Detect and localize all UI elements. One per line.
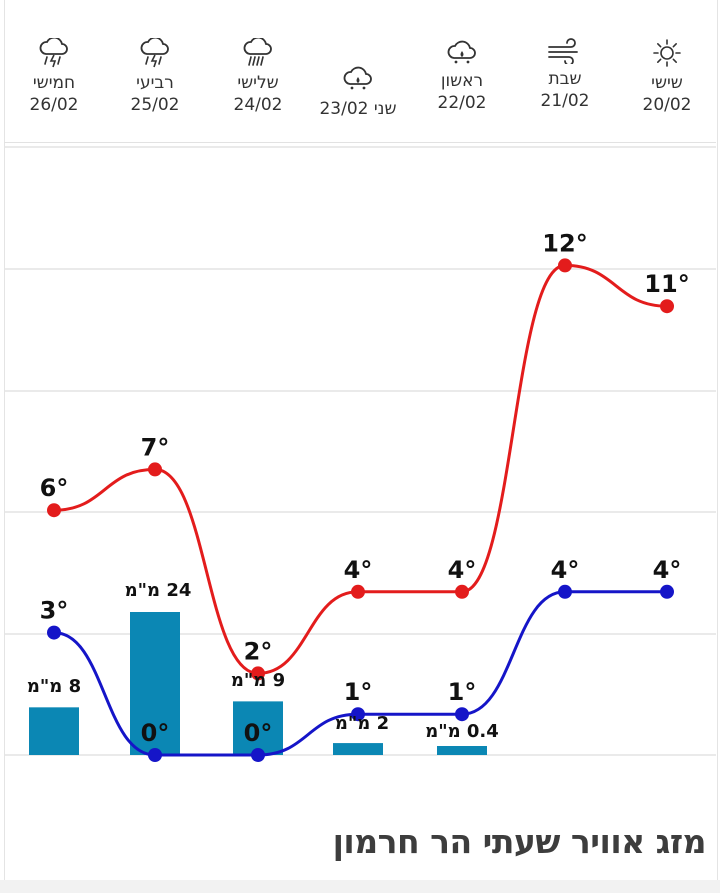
temp-label: 0° [244, 719, 273, 747]
bottom-strip [0, 880, 720, 893]
precip-bar [437, 746, 487, 755]
day-column: ראשון 22/02 [412, 38, 512, 114]
header-divider [4, 142, 716, 143]
day-column: שלישי 24/02 [208, 36, 308, 116]
temp-point [455, 584, 469, 599]
day-name: שני [373, 99, 397, 119]
temp-point [351, 584, 365, 599]
thunderstorm-icon [105, 36, 205, 72]
temp-label: 6° [40, 474, 69, 502]
temp-label: 0° [141, 719, 170, 747]
temp-point [558, 584, 572, 599]
day-date: 25/02 [130, 95, 180, 115]
precip-label: 8 מ"מ [27, 676, 81, 697]
wind-icon [515, 38, 615, 68]
day-name: חמישי [32, 73, 76, 93]
precip-bar [130, 612, 180, 755]
temp-label: 4° [448, 556, 477, 584]
thunderstorm-icon [4, 36, 104, 72]
temp-label: 7° [141, 433, 170, 461]
temp-point [251, 748, 265, 762]
temp-label: 11° [644, 270, 689, 298]
day-name: שבת [548, 69, 582, 89]
temp-point [351, 707, 365, 722]
temp-label: 4° [653, 556, 682, 584]
day-name: רביעי [136, 73, 174, 93]
day-date: 23/02 [319, 99, 369, 119]
day-column: שבת 21/02 [515, 38, 615, 112]
sun-icon [617, 38, 717, 72]
precip-label: 9 מ"מ [231, 670, 285, 691]
page-title: מזג אוויר שעתי הר חרמון [332, 822, 707, 861]
cloud-drizzle-icon [303, 64, 413, 96]
day-column: שישי 20/02 [617, 38, 717, 116]
day-column: 23/02 שני [303, 64, 413, 120]
temp-label: 3° [40, 597, 69, 625]
temp-label: 1° [344, 678, 373, 706]
temp-label: 4° [344, 556, 373, 584]
temp-point [47, 625, 61, 640]
day-column: חמישי 26/02 [4, 36, 104, 116]
day-date: 22/02 [437, 93, 487, 113]
day-date: 20/02 [642, 95, 692, 115]
day-date: 26/02 [29, 95, 79, 115]
temp-label: 2° [244, 637, 273, 665]
temp-point [455, 707, 469, 722]
cloud-rain-icon [208, 36, 308, 72]
precip-bar [233, 701, 283, 755]
day-label-line: 23/02 שני [303, 98, 413, 120]
day-name: שישי [651, 73, 683, 93]
temp-point [251, 666, 265, 681]
temp-point [558, 258, 572, 273]
temperature-chart: 11° 12° 4° 4° 2° 7° 6° 4° 4° 1° 1° 0° 0° 3° 0.4 מ"מ 2 מ… [4, 146, 716, 762]
days-header: שישי 20/02 שבת 21/02 ראשון 22/02 23/02 שני שליש… [0, 0, 720, 142]
temp-point [660, 584, 674, 599]
precip-bar [29, 707, 79, 755]
precip-bar [333, 743, 383, 755]
temp-label: 4° [551, 556, 580, 584]
day-name: ראשון [440, 71, 484, 91]
temp-point [47, 503, 61, 518]
temp-label: 1° [448, 678, 477, 706]
day-column: רביעי 25/02 [105, 36, 205, 116]
temp-point [148, 462, 162, 477]
day-name: שלישי [237, 73, 279, 93]
precip-label: 0.4 מ"מ [425, 721, 499, 742]
day-date: 24/02 [233, 95, 283, 115]
precip-label: 2 מ"מ [335, 713, 389, 734]
temp-point [660, 299, 674, 314]
day-date: 21/02 [540, 91, 590, 111]
cloud-drizzle-icon [412, 38, 512, 70]
temp-label: 12° [542, 229, 587, 257]
temp-point [148, 748, 162, 762]
precip-label: 24 מ"מ [125, 580, 192, 601]
